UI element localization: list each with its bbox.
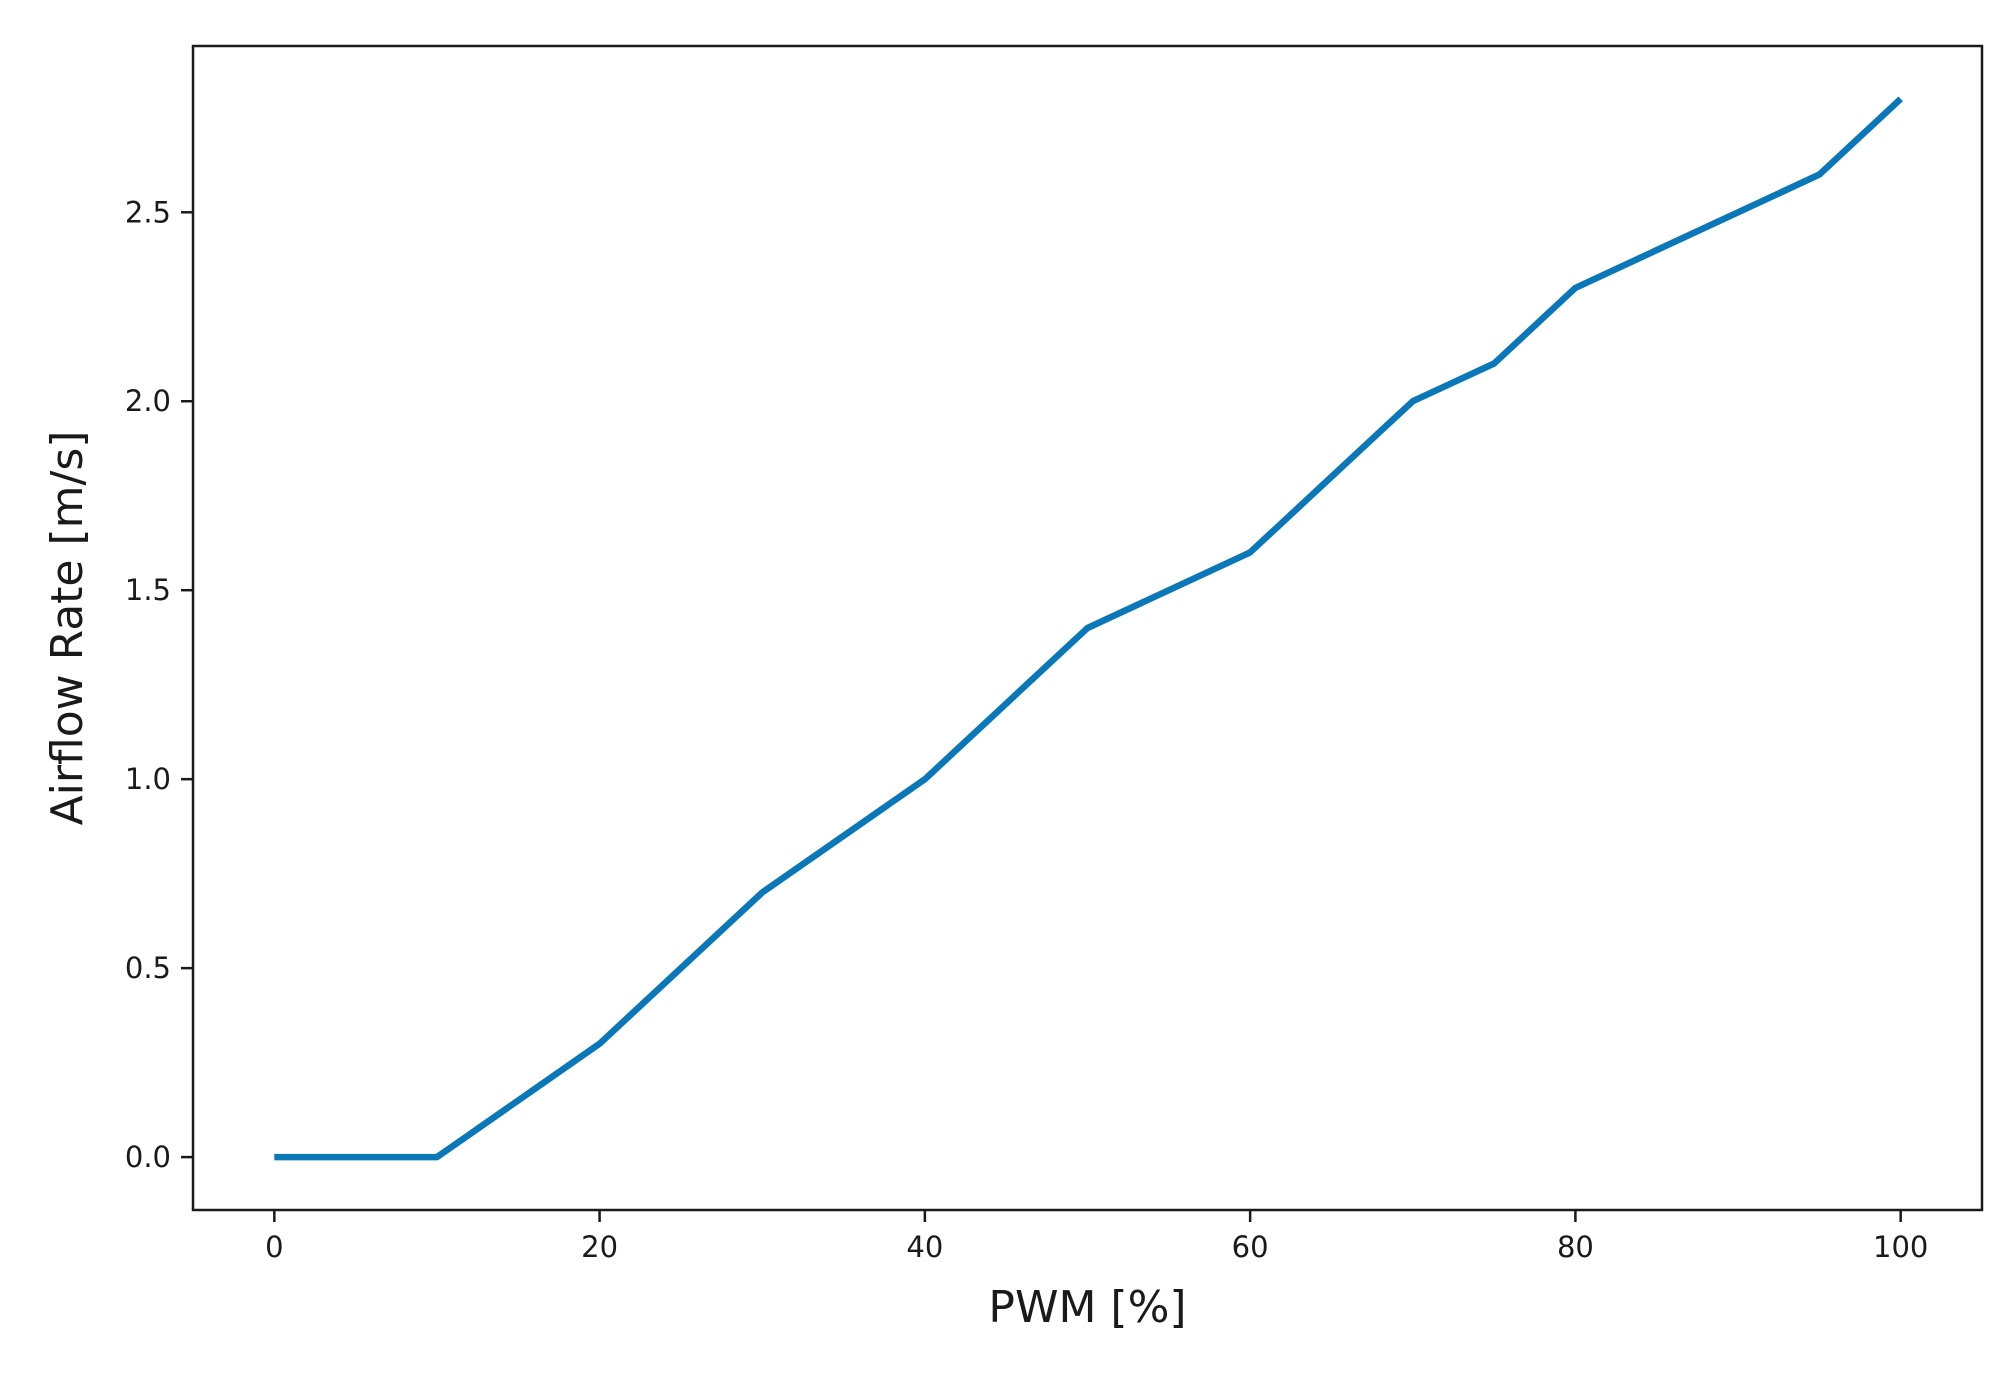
x-tick-label: 80 bbox=[1557, 1230, 1594, 1264]
plot-frame bbox=[191, 44, 1984, 1212]
y-tick-label: 1.5 bbox=[125, 573, 171, 607]
y-tick-label: 0.0 bbox=[125, 1140, 171, 1174]
x-tick-label: 60 bbox=[1232, 1230, 1269, 1264]
x-axis-label: PWM [%] bbox=[988, 1282, 1186, 1333]
x-tick-label: 0 bbox=[265, 1230, 283, 1264]
x-tick-label: 100 bbox=[1873, 1230, 1928, 1264]
ticks-layer: 0 20 40 60 80 100 0.0 0.5 1.0 1.5 2.0 2.5 bbox=[125, 195, 1928, 1264]
y-tick-label: 2.5 bbox=[125, 195, 171, 229]
y-tick-label: 0.5 bbox=[125, 951, 171, 985]
y-axis-label: Airflow Rate [m/s] bbox=[42, 431, 93, 826]
y-tick-label: 2.0 bbox=[125, 384, 171, 418]
x-tick-label: 40 bbox=[906, 1230, 943, 1264]
series-line bbox=[274, 96, 1903, 1161]
x-tick-label: 20 bbox=[581, 1230, 618, 1264]
series-layer bbox=[274, 96, 1903, 1161]
y-tick-label: 1.0 bbox=[125, 762, 171, 796]
